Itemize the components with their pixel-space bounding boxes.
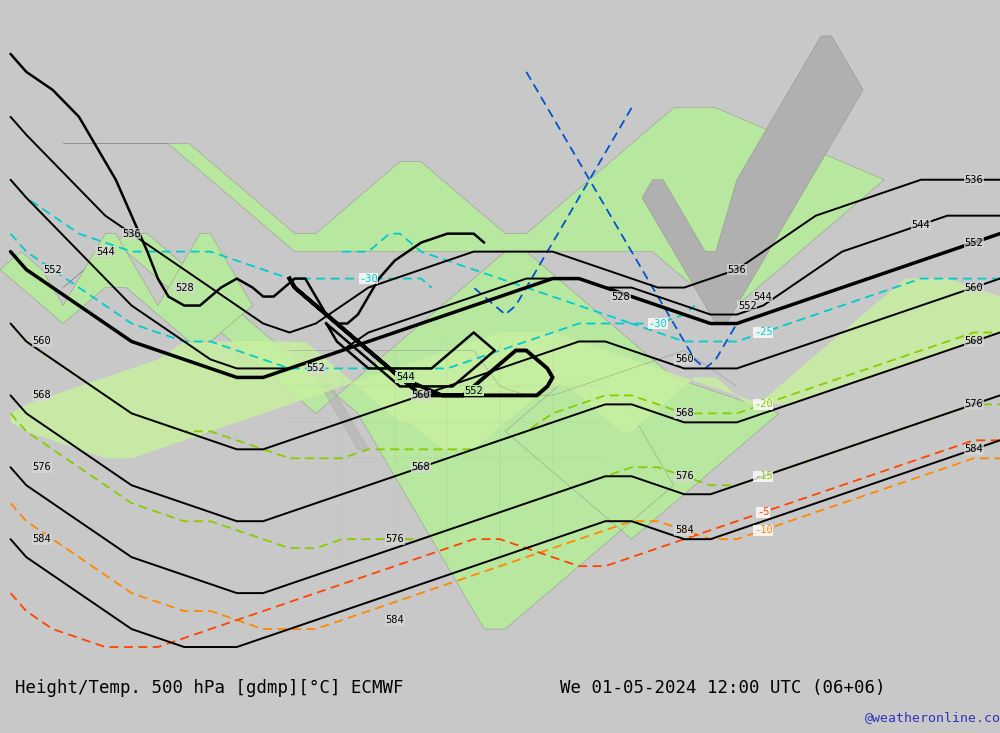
Polygon shape: [11, 279, 1000, 458]
Text: 560: 560: [675, 355, 694, 364]
Text: 576: 576: [385, 534, 404, 544]
Text: 568: 568: [964, 336, 983, 347]
Text: 536: 536: [122, 229, 141, 239]
Text: 576: 576: [964, 399, 983, 410]
Text: 560: 560: [412, 391, 430, 400]
Text: 560: 560: [964, 282, 983, 292]
Text: 536: 536: [964, 174, 983, 185]
Polygon shape: [642, 36, 863, 323]
Polygon shape: [289, 342, 368, 449]
Text: 568: 568: [675, 408, 694, 419]
Text: -25: -25: [754, 328, 773, 337]
Text: Height/Temp. 500 hPa [gdmp][°C] ECMWF: Height/Temp. 500 hPa [gdmp][°C] ECMWF: [15, 679, 404, 697]
Text: -30: -30: [649, 319, 667, 328]
Polygon shape: [63, 108, 884, 306]
Text: 528: 528: [612, 292, 630, 301]
Text: 552: 552: [738, 301, 757, 311]
Text: -5: -5: [757, 507, 769, 517]
Text: -10: -10: [754, 525, 773, 535]
Text: 584: 584: [675, 525, 694, 535]
Text: -20: -20: [754, 399, 773, 410]
Polygon shape: [0, 234, 253, 342]
Text: 584: 584: [385, 615, 404, 625]
Text: 584: 584: [33, 534, 51, 544]
Text: 544: 544: [96, 246, 115, 257]
Text: 528: 528: [175, 282, 194, 292]
Text: 544: 544: [912, 220, 930, 229]
Text: -30: -30: [359, 273, 378, 284]
Text: 536: 536: [727, 265, 746, 275]
Text: 544: 544: [396, 372, 415, 383]
Text: 576: 576: [33, 463, 51, 472]
Text: 584: 584: [964, 444, 983, 454]
Text: 568: 568: [412, 463, 430, 472]
Text: -15: -15: [754, 471, 773, 482]
Text: 552: 552: [964, 237, 983, 248]
Text: We 01-05-2024 12:00 UTC (06+06): We 01-05-2024 12:00 UTC (06+06): [560, 679, 886, 697]
Polygon shape: [63, 234, 779, 629]
Text: 560: 560: [33, 336, 51, 347]
Text: 576: 576: [675, 471, 694, 482]
Text: 568: 568: [33, 391, 51, 400]
Text: 552: 552: [43, 265, 62, 275]
Text: @weatheronline.co.uk: @weatheronline.co.uk: [865, 711, 1000, 723]
Text: 544: 544: [754, 292, 773, 301]
Text: 552: 552: [306, 364, 325, 373]
Text: 552: 552: [464, 386, 483, 396]
